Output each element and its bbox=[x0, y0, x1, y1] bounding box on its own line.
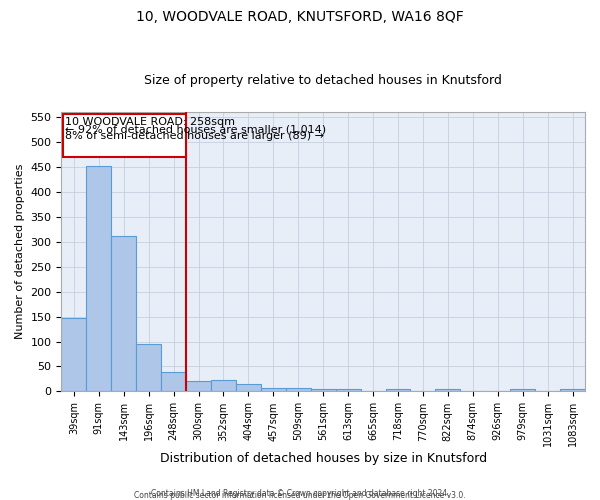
Text: Contains public sector information licensed under the Open Government Licence v3: Contains public sector information licen… bbox=[134, 491, 466, 500]
Bar bbox=[436, 389, 460, 392]
Bar bbox=[211, 380, 236, 392]
Bar bbox=[111, 236, 136, 392]
Text: Contains HM Land Registry data © Crown copyright and database right 2024.: Contains HM Land Registry data © Crown c… bbox=[151, 488, 449, 498]
Bar bbox=[560, 390, 585, 392]
Bar bbox=[136, 344, 161, 392]
Text: 10, WOODVALE ROAD, KNUTSFORD, WA16 8QF: 10, WOODVALE ROAD, KNUTSFORD, WA16 8QF bbox=[136, 10, 464, 24]
Bar bbox=[61, 318, 86, 392]
Title: Size of property relative to detached houses in Knutsford: Size of property relative to detached ho… bbox=[144, 74, 502, 87]
Bar bbox=[311, 389, 335, 392]
Bar bbox=[236, 384, 261, 392]
Bar bbox=[186, 381, 211, 392]
Y-axis label: Number of detached properties: Number of detached properties bbox=[15, 164, 25, 340]
Bar bbox=[510, 389, 535, 392]
Bar bbox=[62, 114, 186, 156]
Bar bbox=[286, 388, 311, 392]
Text: 8% of semi-detached houses are larger (89) →: 8% of semi-detached houses are larger (8… bbox=[65, 132, 324, 141]
Bar bbox=[335, 390, 361, 392]
Bar bbox=[86, 166, 111, 392]
Bar bbox=[161, 372, 186, 392]
Text: ← 92% of detached houses are smaller (1,014): ← 92% of detached houses are smaller (1,… bbox=[65, 124, 326, 134]
Text: 10 WOODVALE ROAD: 258sqm: 10 WOODVALE ROAD: 258sqm bbox=[65, 118, 235, 128]
Bar bbox=[261, 388, 286, 392]
X-axis label: Distribution of detached houses by size in Knutsford: Distribution of detached houses by size … bbox=[160, 452, 487, 465]
Bar bbox=[386, 389, 410, 392]
